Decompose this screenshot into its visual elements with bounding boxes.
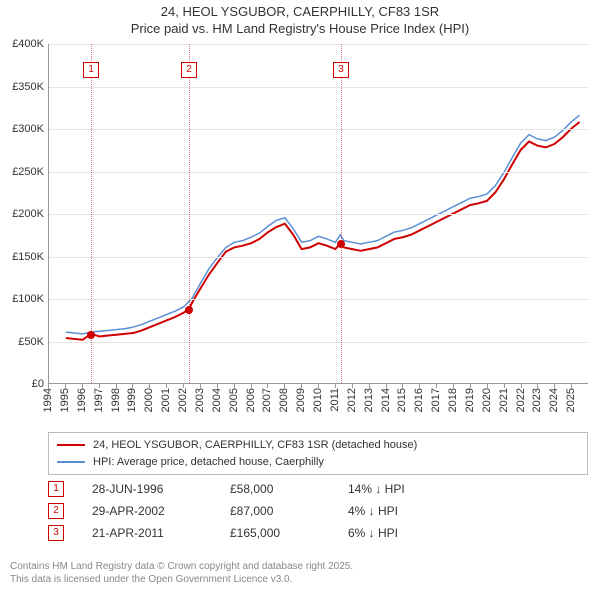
footer-line-1: Contains HM Land Registry data © Crown c… xyxy=(10,561,590,574)
transaction-row: 3 21-APR-2011 £165,000 6% ↓ HPI xyxy=(48,522,588,544)
x-tick-label: 2018 xyxy=(447,388,459,412)
x-tick-label: 2014 xyxy=(380,388,392,412)
gridline xyxy=(49,87,588,88)
x-tick-label: 2020 xyxy=(481,388,493,412)
sale-dot xyxy=(185,306,193,314)
chart-title-block: 24, HEOL YSGUBOR, CAERPHILLY, CF83 1SR P… xyxy=(0,0,600,38)
x-tick-label: 2013 xyxy=(363,388,375,412)
legend-row: HPI: Average price, detached house, Caer… xyxy=(57,454,579,471)
x-tick-label: 2024 xyxy=(548,388,560,412)
x-tick-label: 2021 xyxy=(498,388,510,412)
transaction-marker: 3 xyxy=(48,525,64,541)
transaction-date: 29-APR-2002 xyxy=(92,504,202,518)
x-tick-label: 1995 xyxy=(59,388,71,412)
x-tick-label: 2011 xyxy=(329,388,341,412)
x-tick-label: 2007 xyxy=(261,388,273,412)
transaction-price: £87,000 xyxy=(230,504,320,518)
title-line-1: 24, HEOL YSGUBOR, CAERPHILLY, CF83 1SR xyxy=(0,4,600,21)
y-tick-label: £100K xyxy=(12,293,44,305)
y-tick-label: £300K xyxy=(12,123,44,135)
transaction-row: 2 29-APR-2002 £87,000 4% ↓ HPI xyxy=(48,500,588,522)
event-marker: 1 xyxy=(83,62,99,78)
x-tick-label: 2016 xyxy=(413,388,425,412)
x-tick-label: 1998 xyxy=(110,388,122,412)
x-tick-label: 2019 xyxy=(464,388,476,412)
transaction-date: 28-JUN-1996 xyxy=(92,482,202,496)
event-marker: 2 xyxy=(181,62,197,78)
transactions-table: 1 28-JUN-1996 £58,000 14% ↓ HPI 2 29-APR-2002… xyxy=(48,478,588,544)
transaction-marker: 1 xyxy=(48,481,64,497)
legend-label: 24, HEOL YSGUBOR, CAERPHILLY, CF83 1SR (… xyxy=(93,437,417,454)
transaction-price: £58,000 xyxy=(230,482,320,496)
gridline xyxy=(49,299,588,300)
y-tick-label: £350K xyxy=(12,81,44,93)
transaction-date: 21-APR-2011 xyxy=(92,526,202,540)
x-tick-label: 2002 xyxy=(177,388,189,412)
x-tick-label: 2004 xyxy=(211,388,223,412)
x-tick-label: 2015 xyxy=(396,388,408,412)
x-tick-label: 2005 xyxy=(228,388,240,412)
gridline xyxy=(49,44,588,45)
x-tick-label: 2009 xyxy=(295,388,307,412)
y-tick-label: £200K xyxy=(12,208,44,220)
x-tick-label: 2025 xyxy=(565,388,577,412)
event-marker: 3 xyxy=(333,62,349,78)
transaction-diff: 6% ↓ HPI xyxy=(348,526,468,540)
x-tick-label: 1997 xyxy=(93,388,105,412)
transaction-marker: 2 xyxy=(48,503,64,519)
x-tick-label: 1994 xyxy=(42,388,54,412)
gridline xyxy=(49,172,588,173)
legend-row: 24, HEOL YSGUBOR, CAERPHILLY, CF83 1SR (… xyxy=(57,437,579,454)
x-tick-label: 2008 xyxy=(278,388,290,412)
plot-area: 1 2 3 xyxy=(48,44,588,384)
transaction-diff: 4% ↓ HPI xyxy=(348,504,468,518)
title-line-2: Price paid vs. HM Land Registry's House … xyxy=(0,21,600,38)
y-tick-label: £400K xyxy=(12,38,44,50)
footer-attribution: Contains HM Land Registry data © Crown c… xyxy=(10,561,590,586)
gridline xyxy=(49,342,588,343)
x-tick-label: 2010 xyxy=(312,388,324,412)
x-tick-label: 2003 xyxy=(194,388,206,412)
legend-label: HPI: Average price, detached house, Caer… xyxy=(93,454,324,471)
sale-dot xyxy=(337,240,345,248)
chart-area: £0£50K£100K£150K£200K£250K£300K£350K£400… xyxy=(0,44,600,424)
x-tick-label: 2017 xyxy=(430,388,442,412)
x-tick-label: 2001 xyxy=(160,388,172,412)
x-tick-label: 1996 xyxy=(76,388,88,412)
event-line xyxy=(341,44,342,383)
gridline xyxy=(49,214,588,215)
x-tick-label: 2023 xyxy=(531,388,543,412)
transaction-row: 1 28-JUN-1996 £58,000 14% ↓ HPI xyxy=(48,478,588,500)
series-line xyxy=(66,115,580,334)
x-axis: 1994199519961997199819992000200120022003… xyxy=(48,384,588,424)
event-line xyxy=(189,44,190,383)
transaction-price: £165,000 xyxy=(230,526,320,540)
legend-swatch xyxy=(57,444,85,446)
legend-swatch xyxy=(57,461,85,463)
legend-box: 24, HEOL YSGUBOR, CAERPHILLY, CF83 1SR (… xyxy=(48,432,588,475)
gridline xyxy=(49,257,588,258)
x-tick-label: 1999 xyxy=(126,388,138,412)
series-line xyxy=(66,122,580,340)
y-tick-label: £150K xyxy=(12,251,44,263)
gridline xyxy=(49,129,588,130)
footer-line-2: This data is licensed under the Open Gov… xyxy=(10,574,590,587)
x-tick-label: 2006 xyxy=(245,388,257,412)
x-tick-label: 2012 xyxy=(346,388,358,412)
y-axis: £0£50K£100K£150K£200K£250K£300K£350K£400… xyxy=(0,44,48,384)
sale-dot xyxy=(87,331,95,339)
transaction-diff: 14% ↓ HPI xyxy=(348,482,468,496)
y-tick-label: £50K xyxy=(18,336,44,348)
x-tick-label: 2022 xyxy=(515,388,527,412)
x-tick-label: 2000 xyxy=(143,388,155,412)
y-tick-label: £250K xyxy=(12,166,44,178)
